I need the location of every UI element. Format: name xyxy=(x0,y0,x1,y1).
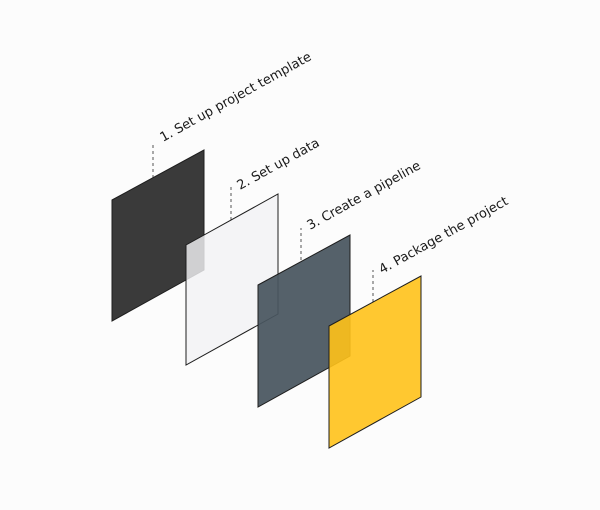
step-1-label: 1. Set up project template xyxy=(158,50,314,146)
step-4-panel xyxy=(328,275,422,449)
step-3-label: 3. Create a pipeline xyxy=(305,159,424,234)
step-4: 4. Package the project xyxy=(328,194,511,449)
step-4-label: 4. Package the project xyxy=(377,194,511,277)
step-2-label: 2. Set up data xyxy=(235,136,323,194)
